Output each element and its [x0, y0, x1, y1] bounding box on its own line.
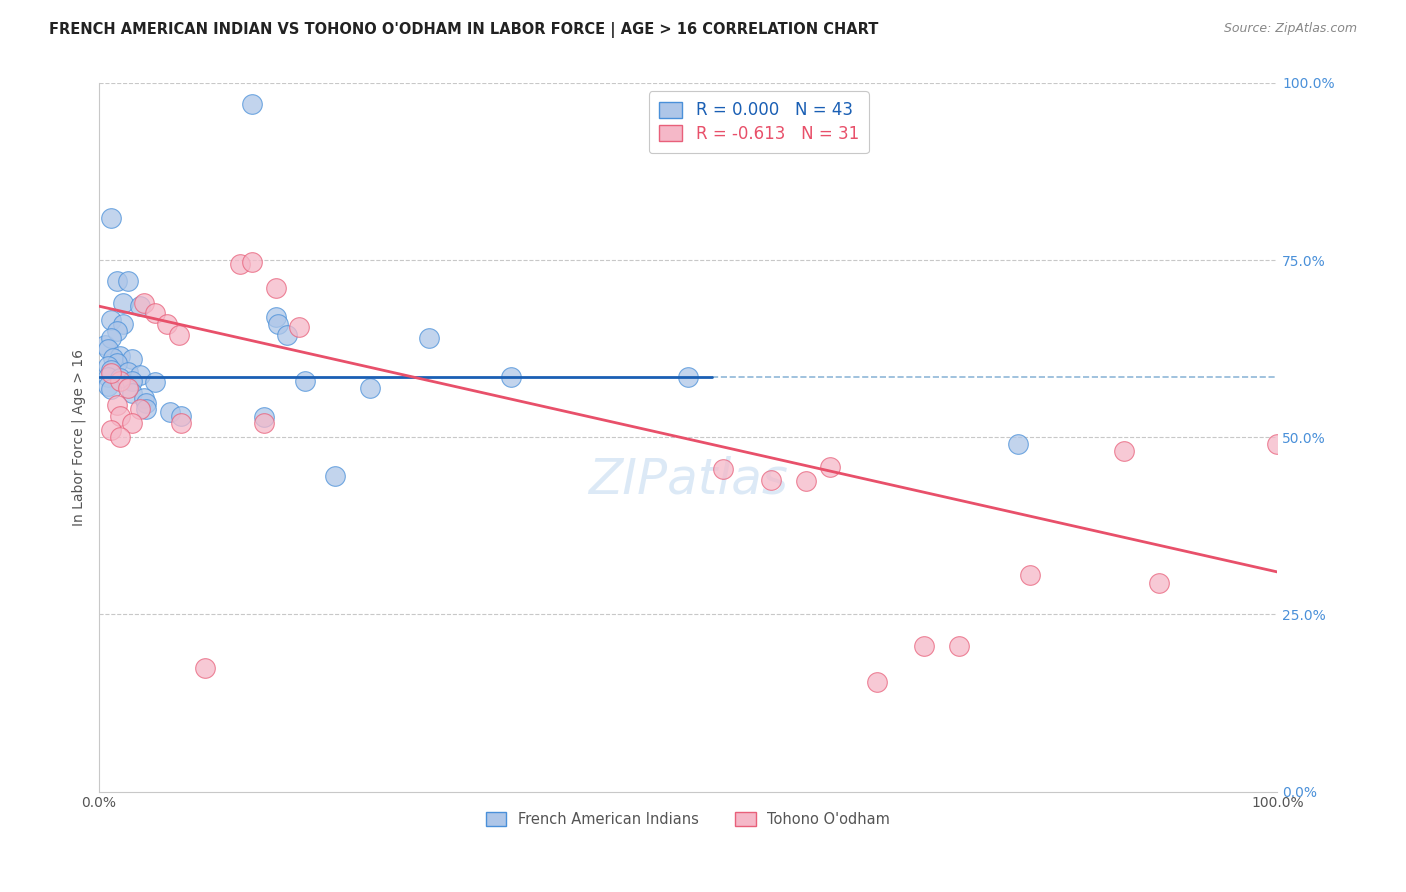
Point [1007, 437, 1029, 451]
Point [100, 211, 122, 225]
Point [121, 416, 143, 430]
Point [359, 381, 381, 395]
Point [97, 359, 120, 374]
Point [117, 365, 139, 379]
Point [100, 331, 122, 345]
Point [105, 398, 128, 412]
Text: ZIPatlas: ZIPatlas [588, 456, 787, 504]
Y-axis label: In Labor Force | Age > 16: In Labor Force | Age > 16 [72, 349, 86, 525]
Point [108, 349, 131, 363]
Point [1112, 444, 1135, 458]
Point [276, 327, 298, 342]
Point [97, 370, 120, 384]
Point [121, 374, 143, 388]
Point [108, 430, 131, 444]
Point [323, 469, 346, 483]
Legend: French American Indians, Tohono O'odham: French American Indians, Tohono O'odham [478, 805, 897, 834]
Point [948, 640, 970, 654]
Point [100, 367, 122, 381]
Point [129, 299, 152, 313]
Point [135, 396, 157, 410]
Point [132, 295, 155, 310]
Point [105, 356, 128, 370]
Point [121, 386, 143, 401]
Point [132, 392, 155, 406]
Point [253, 416, 276, 430]
Point [159, 405, 181, 419]
Point [101, 351, 124, 365]
Point [1265, 437, 1288, 451]
Point [1018, 568, 1040, 582]
Point [865, 674, 887, 689]
Text: Source: ZipAtlas.com: Source: ZipAtlas.com [1223, 22, 1357, 36]
Point [253, 410, 276, 425]
Point [121, 352, 143, 367]
Point [108, 374, 131, 388]
Point [264, 310, 287, 324]
Point [264, 281, 287, 295]
Point [94, 338, 117, 352]
Point [240, 254, 263, 268]
Point [267, 317, 290, 331]
Point [501, 370, 523, 384]
Point [111, 317, 134, 331]
Point [170, 409, 193, 423]
Point [794, 474, 817, 488]
Point [117, 274, 139, 288]
Point [759, 473, 782, 487]
Point [145, 306, 167, 320]
Point [100, 382, 122, 396]
Point [105, 274, 128, 288]
Point [97, 379, 120, 393]
Text: FRENCH AMERICAN INDIAN VS TOHONO O'ODHAM IN LABOR FORCE | AGE > 16 CORRELATION C: FRENCH AMERICAN INDIAN VS TOHONO O'ODHAM… [49, 22, 879, 38]
Point [676, 370, 699, 384]
Point [818, 460, 841, 475]
Point [288, 320, 311, 334]
Point [129, 368, 152, 382]
Point [145, 375, 167, 389]
Point [418, 331, 440, 345]
Point [240, 97, 263, 112]
Point [100, 363, 122, 377]
Point [100, 313, 122, 327]
Point [105, 324, 128, 338]
Point [194, 660, 217, 674]
Point [100, 423, 122, 437]
Point [129, 401, 152, 416]
Point [135, 401, 157, 416]
Point [108, 371, 131, 385]
Point [117, 381, 139, 395]
Point [167, 327, 190, 342]
Point [108, 409, 131, 423]
Point [1149, 575, 1171, 590]
Point [229, 257, 252, 271]
Point [111, 295, 134, 310]
Point [97, 342, 120, 356]
Point [294, 374, 316, 388]
Point [170, 416, 193, 430]
Point [713, 462, 735, 476]
Point [156, 317, 179, 331]
Point [912, 640, 935, 654]
